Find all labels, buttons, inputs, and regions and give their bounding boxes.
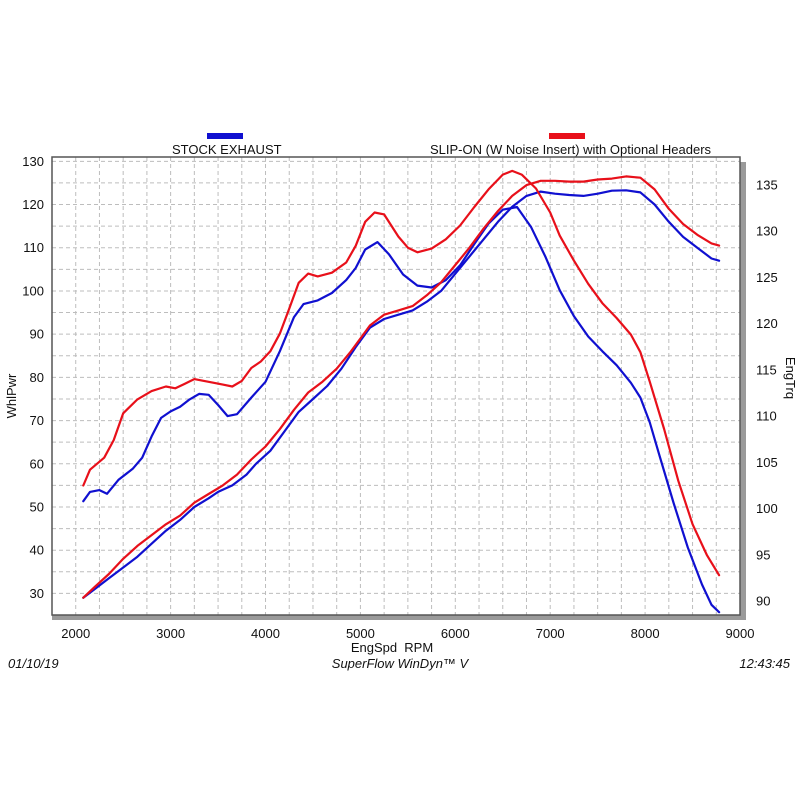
y-right-tick-label: 110 (756, 409, 777, 424)
y-left-tick-label: 60 (30, 456, 44, 471)
y-right-tick-label: 115 (756, 362, 777, 377)
plot-bevel-bottom (52, 615, 746, 620)
y-left-axis-title: WhlPwr (4, 373, 19, 418)
legend-label-stock: STOCK EXHAUST (172, 142, 282, 157)
series-layer (82, 169, 721, 614)
x-tick-label: 6000 (441, 626, 470, 641)
y-right-tick-label: 100 (756, 501, 778, 516)
y-left-tick-label: 100 (22, 283, 44, 298)
slipon-torque-line (82, 169, 721, 577)
y-left-tick-label: 130 (22, 154, 44, 169)
legend-swatch-stock (207, 133, 243, 139)
plot-bevel-right (740, 162, 746, 620)
stock-power-line (82, 189, 721, 599)
footer-software: SuperFlow WinDyn™ V (332, 656, 470, 671)
x-tick-label: 2000 (61, 626, 90, 641)
plot-border (51, 156, 741, 616)
y-left-tick-label: 110 (23, 240, 44, 255)
slipon-power-line (82, 175, 721, 599)
y-left-tick-label: 90 (30, 327, 44, 342)
y-right-tick-label: 105 (756, 455, 778, 470)
x-tick-label: 8000 (631, 626, 660, 641)
x-tick-label: 5000 (346, 626, 375, 641)
legend-swatch-slipon (549, 133, 585, 139)
y-left-tick-label: 120 (22, 197, 44, 212)
legend-label-slipon: SLIP-ON (W Noise Insert) with Optional H… (430, 142, 712, 157)
y-right-tick-label: 90 (756, 594, 770, 609)
y-left-tick-label: 30 (30, 586, 44, 601)
tick-labels: 2000 3000 4000 5000 6000 7000 8000 9000 30 40 50 60… (22, 154, 777, 641)
footer-date: 01/10/19 (8, 656, 59, 671)
x-tick-label: 7000 (536, 626, 565, 641)
y-right-tick-label: 95 (756, 547, 770, 562)
x-tick-label: 4000 (251, 626, 280, 641)
stock-torque-line (82, 205, 721, 614)
y-right-tick-label: 125 (756, 270, 778, 285)
y-right-tick-label: 120 (756, 316, 778, 331)
legend: STOCK EXHAUST SLIP-ON (W Noise Insert) w… (172, 133, 712, 157)
x-axis-title: EngSpd RPM (351, 640, 433, 655)
y-left-tick-label: 80 (30, 370, 44, 385)
y-right-tick-label: 130 (756, 224, 778, 239)
y-right-axis-title: EngTrq (783, 357, 798, 399)
x-tick-label: 3000 (156, 626, 185, 641)
footer-time: 12:43:45 (739, 656, 790, 671)
y-right-tick-label: 135 (756, 177, 778, 192)
y-left-tick-label: 40 (30, 543, 44, 558)
x-tick-label: 9000 (726, 626, 755, 641)
grid (52, 157, 740, 615)
y-left-tick-label: 70 (30, 413, 44, 428)
y-left-tick-label: 50 (30, 499, 44, 514)
